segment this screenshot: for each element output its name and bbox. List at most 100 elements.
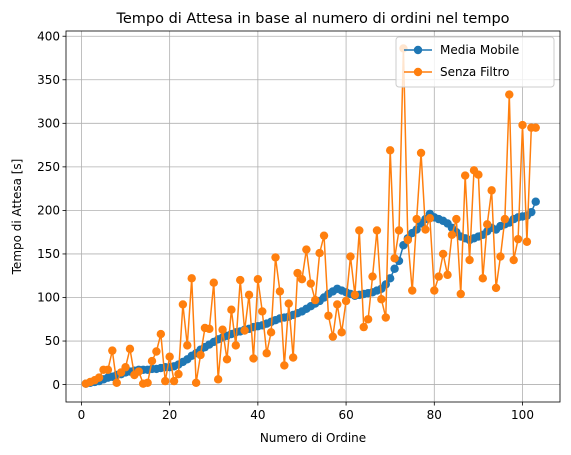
data-point: [412, 214, 421, 224]
x-tick-label: 80: [427, 408, 442, 422]
data-point: [346, 252, 355, 261]
plot-area: [66, 31, 560, 402]
data-point: [527, 207, 536, 217]
grid: [66, 31, 560, 402]
data-point: [161, 376, 170, 386]
axis-layer: 0 20 40 60 80 100 0 50 100 150 200 250 300 350 400: [37, 29, 561, 422]
data-point: [218, 325, 227, 334]
data-point: [460, 171, 470, 180]
data-point: [408, 286, 417, 295]
data-point: [341, 296, 351, 306]
data-point: [531, 123, 540, 132]
data-point: [302, 245, 311, 254]
data-point: [231, 341, 241, 350]
data-point: [125, 344, 135, 354]
data-point: [293, 268, 302, 278]
data-point: [209, 278, 218, 287]
data-point: [474, 170, 483, 179]
data-point: [271, 253, 280, 262]
data-point: [434, 272, 443, 281]
x-tick-label: 20: [162, 408, 177, 422]
data-point: [483, 220, 492, 229]
data-point: [169, 376, 179, 386]
data-point: [509, 255, 518, 265]
data-point: [333, 300, 342, 309]
data-point: [143, 378, 152, 388]
data-point: [350, 290, 360, 300]
data-point: [443, 270, 452, 280]
data-point: [178, 300, 188, 309]
data-point: [385, 274, 395, 283]
data-point: [187, 274, 196, 283]
data-point: [421, 225, 430, 234]
y-tick-label: 100: [37, 291, 60, 305]
x-tick-label: 0: [78, 408, 86, 422]
data-point: [394, 226, 404, 235]
data-point: [174, 369, 183, 379]
data-point: [280, 361, 289, 370]
legend-label: Senza Filtro: [440, 65, 510, 79]
data-point: [328, 332, 338, 341]
text-layer: Tempo di Attesa in base al numero di ord…: [10, 11, 510, 445]
data-point: [103, 365, 113, 374]
legend-marker-swatch: [413, 67, 423, 77]
data-point: [315, 248, 324, 258]
data-point: [337, 328, 346, 337]
data-point: [240, 326, 249, 335]
y-tick-label: 300: [37, 117, 60, 131]
data-point: [213, 375, 223, 384]
chart-title: Tempo di Attesa in base al numero di ord…: [115, 11, 509, 27]
data-point: [522, 237, 532, 246]
legend-entry: Media Mobile: [404, 43, 519, 57]
data-point: [258, 307, 267, 316]
data-point: [438, 249, 448, 259]
legend-marker-swatch: [413, 45, 423, 55]
data-point: [284, 299, 293, 308]
data-point: [94, 373, 104, 382]
data-point: [165, 352, 174, 361]
y-tick-label: 250: [37, 160, 60, 174]
data-point: [108, 346, 117, 355]
data-point: [355, 226, 364, 235]
y-tick-label: 0: [52, 378, 60, 392]
data-point: [324, 311, 333, 320]
data-point: [465, 255, 474, 265]
data-point: [363, 315, 373, 324]
data-point: [275, 287, 285, 296]
data-point: [306, 279, 315, 288]
data-point: [381, 280, 390, 289]
y-tick-label: 400: [37, 29, 60, 43]
series-senza-filtro: [81, 44, 540, 388]
data-point: [452, 214, 461, 224]
legend: Media Mobile Senza Filtro: [395, 36, 555, 88]
data-point: [487, 186, 496, 195]
data-point: [183, 341, 192, 350]
data-point: [253, 275, 263, 284]
x-tick-label: 60: [338, 408, 353, 422]
data-point: [390, 264, 399, 273]
legend-entry: Senza Filtro: [404, 65, 510, 79]
data-point: [319, 231, 329, 240]
data-point: [478, 274, 488, 283]
data-point: [368, 272, 377, 281]
data-point: [121, 362, 130, 372]
data-point: [496, 252, 505, 261]
data-point: [191, 378, 201, 388]
y-axis-label: Tempo di Attesa [s]: [10, 159, 24, 276]
data-point: [491, 283, 501, 293]
data-point: [381, 313, 390, 322]
data-point: [518, 120, 527, 130]
data-point: [403, 235, 413, 245]
data-point: [447, 230, 457, 239]
data-point: [112, 378, 121, 388]
data-point: [311, 295, 320, 305]
legend-label: Media Mobile: [440, 43, 519, 57]
data-point: [147, 356, 157, 366]
data-point: [416, 148, 426, 158]
data-point: [513, 234, 523, 244]
data-point: [425, 214, 435, 223]
data-point: [430, 286, 439, 295]
data-point: [288, 353, 298, 362]
